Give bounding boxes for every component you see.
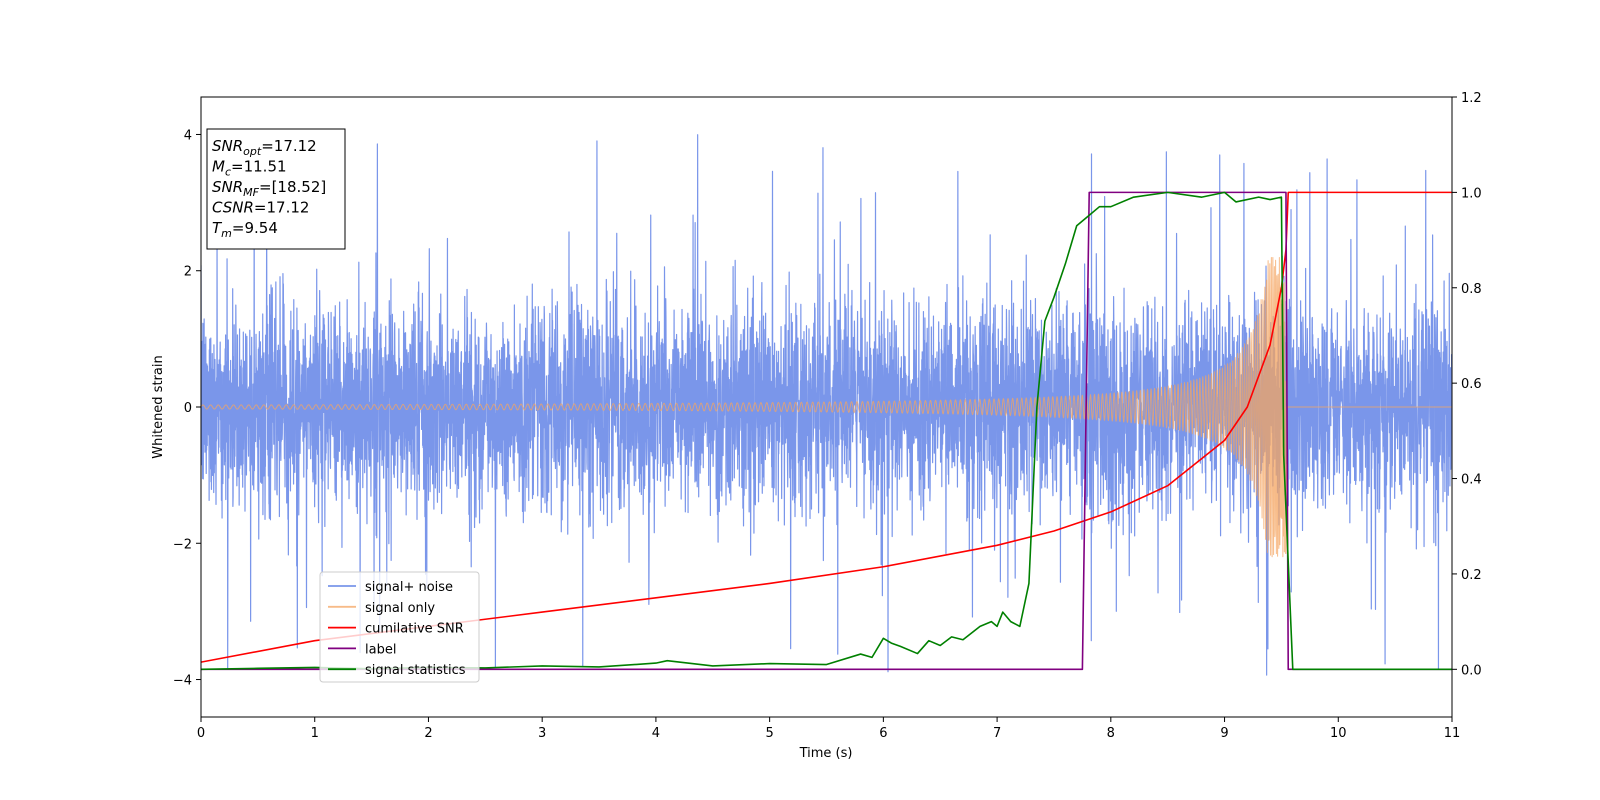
legend: signal+ noise signal only cumilative SNR la…	[319, 571, 480, 683]
series-signal-noise-line	[201, 134, 1452, 676]
y-right-tick-label: 1.0	[1461, 186, 1482, 201]
y-right-tick-label: 0.8	[1461, 282, 1482, 297]
x-tick-label: 9	[1220, 726, 1228, 741]
x-tick-label: 4	[652, 726, 660, 741]
x-tick-label: 11	[1444, 726, 1461, 741]
y-right-tick-label: 0.0	[1461, 663, 1482, 678]
legend-label-signal-only: signal only	[365, 601, 435, 616]
info-line-1: SNRopt=17.12	[212, 137, 317, 158]
info-line-3: SNRMF=[18.52]	[212, 178, 326, 199]
x-tick-label: 5	[765, 726, 773, 741]
legend-frame	[319, 571, 480, 683]
y-left-tick-label: −2	[173, 537, 192, 552]
y-right-tick-label: 0.6	[1461, 377, 1482, 392]
info-line-4: CSNR=17.12	[212, 199, 309, 217]
y-right-tick-label: 1.2	[1461, 91, 1482, 106]
info-box: SNRopt=17.12Mc=11.51SNRMF=[18.52]CSNR=17…	[206, 128, 346, 250]
x-tick-label: 6	[879, 726, 887, 741]
legend-label-label: label	[365, 642, 396, 657]
y-right-tick-label: 0.2	[1461, 568, 1482, 583]
series-layer	[201, 134, 1452, 676]
y-left-tick-label: 4	[184, 128, 192, 143]
x-tick-label: 8	[1107, 726, 1115, 741]
x-tick-label: 2	[424, 726, 432, 741]
series-signal-statistics-line	[201, 191, 1452, 671]
info-line-5: Tm=9.54	[212, 219, 278, 240]
info-line-2: Mc=11.51	[212, 158, 287, 179]
x-axis-label: Time (s)	[799, 746, 853, 761]
info-box-frame	[206, 128, 346, 250]
x-tick-label: 10	[1330, 726, 1347, 741]
legend-label-signal-statistics: signal statistics	[365, 663, 466, 678]
y-right-tick-label: 0.4	[1461, 473, 1482, 488]
y-left-tick-label: 2	[184, 265, 192, 280]
ticks-layer: 0 1 2 3 4 5 6 7 8 9 10 11 −4 −2 0 2 4 0.0 0.2 0.4 0.6 0.8 1.0 1…	[173, 91, 1482, 741]
x-tick-label: 0	[197, 726, 205, 741]
y-left-tick-label: 0	[184, 401, 192, 416]
legend-label-cumilative-snr: cumilative SNR	[365, 622, 464, 637]
legend-label-signal-noise: signal+ noise	[365, 580, 453, 595]
x-tick-label: 3	[538, 726, 546, 741]
x-tick-label: 1	[311, 726, 319, 741]
x-tick-label: 7	[993, 726, 1001, 741]
y-left-tick-label: −4	[173, 674, 192, 689]
series-signal-only-line	[201, 256, 1452, 558]
y-axis-label: Whitened strain	[151, 355, 166, 458]
